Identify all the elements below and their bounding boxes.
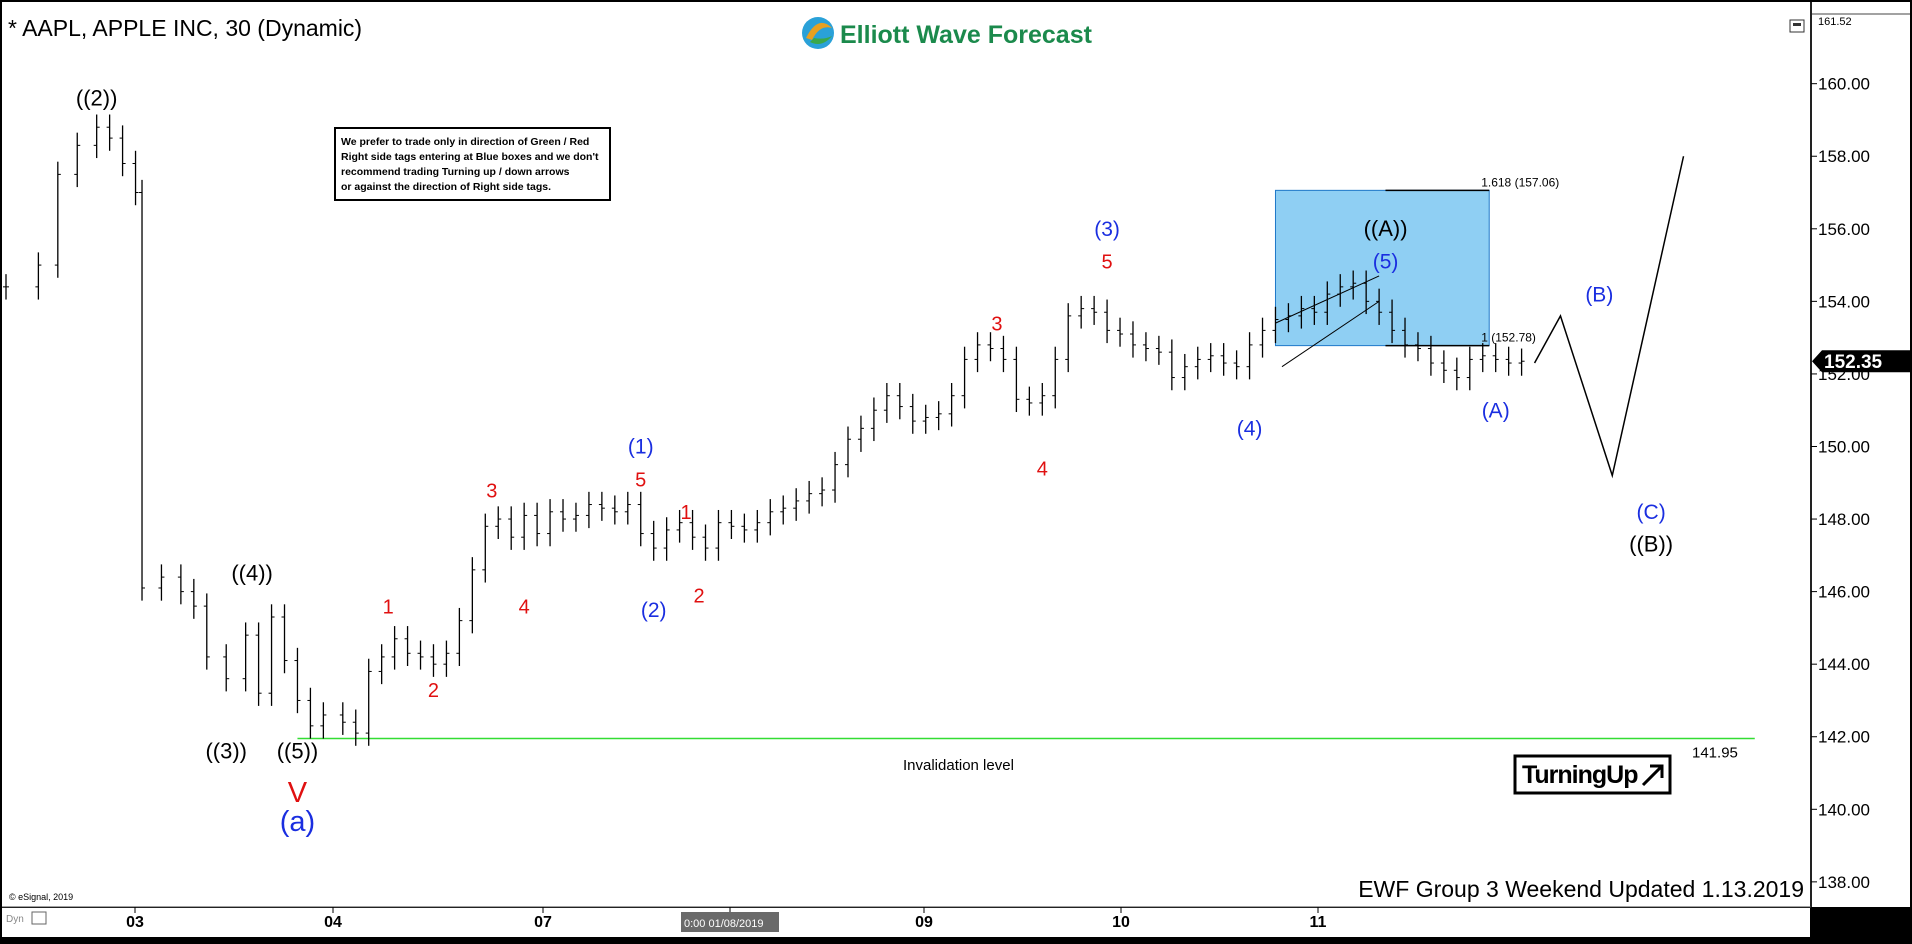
wedge-line-lower <box>1281 300 1380 368</box>
wave-label: (C) <box>1637 501 1666 524</box>
y-tick-label: 148.00 <box>1818 510 1870 529</box>
x-tick-label: 07 <box>534 914 552 931</box>
y-tick-label: 142.00 <box>1818 728 1870 747</box>
top-price-label: 161.52 <box>1818 16 1852 28</box>
wave-label: ((3)) <box>205 739 247 764</box>
wave-label: 4 <box>1037 459 1048 481</box>
symbol-title: * AAPL, APPLE INC, 30 (Dynamic) <box>8 15 362 41</box>
brand-logo-swoosh-icon <box>806 22 832 40</box>
blue-entry-box <box>1274 189 1490 347</box>
y-tick-label: 156.00 <box>1818 220 1870 239</box>
wave-label: ((4)) <box>231 561 273 586</box>
y-tick-label: 138.00 <box>1818 873 1870 892</box>
note-line-3: recommend trading Turning up / down arro… <box>341 166 570 178</box>
wave-label: 3 <box>991 313 1002 335</box>
y-tick-label: 158.00 <box>1818 147 1870 166</box>
wave-label: (3) <box>1094 218 1120 241</box>
wave-label: (4) <box>1237 418 1263 441</box>
note-line-2: Right side tags entering at Blue boxes a… <box>341 151 599 163</box>
wave-label: 5 <box>635 469 646 491</box>
last-price-label: 152.35 <box>1824 352 1883 373</box>
axis-labels-layer: 160.00158.00156.00154.00152.00150.00148.… <box>126 13 1910 931</box>
fib-box-layer: 1.618 (157.06) 1 (152.78) <box>1274 175 1559 347</box>
wave-label: (1) <box>628 436 654 459</box>
wedge-line-upper <box>1275 275 1380 324</box>
y-tick-label: 154.00 <box>1818 292 1870 311</box>
time-axis-panel <box>2 908 1810 937</box>
projection-path <box>1533 156 1685 479</box>
brand-logo-icon <box>802 17 834 49</box>
x-tick-label: 03 <box>126 914 144 931</box>
wave-label: V <box>288 777 308 809</box>
wave-label: (a) <box>280 806 315 838</box>
x-tick-label: 09 <box>915 914 933 931</box>
y-tick-label: 140.00 <box>1818 800 1870 819</box>
x-tick-label: 10 <box>1112 914 1130 931</box>
last-price-tag <box>1812 350 1910 373</box>
wave-label: 3 <box>486 480 497 502</box>
esignal-copyright: © eSignal, 2019 <box>9 892 73 902</box>
trading-note-box: We prefer to trade only in direction of … <box>334 127 611 201</box>
brand-name: Elliott Wave Forecast <box>840 21 1093 49</box>
arrow-up-right-icon <box>1641 764 1664 787</box>
x-tick-label: 11 <box>1310 914 1327 931</box>
y-tick-label: 144.00 <box>1818 655 1870 674</box>
wave-label: 1 <box>383 596 394 618</box>
wave-label: (2) <box>641 599 667 622</box>
wave-label: ((2)) <box>76 85 118 110</box>
crosshair-date-bg <box>681 912 779 932</box>
note-line-1: We prefer to trade only in direction of … <box>341 136 589 148</box>
wave-label: (A) <box>1482 399 1510 422</box>
y-tick-label: 150.00 <box>1818 437 1870 456</box>
dyn-toggle-button[interactable] <box>31 911 47 925</box>
dyn-label: Dyn <box>6 914 24 925</box>
wave-label: (5) <box>1373 251 1399 274</box>
wave-label: ((5)) <box>277 739 319 764</box>
x-tick-label: 04 <box>324 914 342 931</box>
update-note: EWF Group 3 Weekend Updated 1.13.2019 <box>1358 876 1804 902</box>
wave-label: 2 <box>693 585 704 607</box>
brand-logo-leaf-icon <box>810 36 832 44</box>
wave-labels-layer: ((2)) ((4)) ((3)) ((5)) V(a) 1 2 3 4 (1) 5 1 (2) 2 3 4 (… <box>76 85 1673 838</box>
price-bars-layer: 141.95 <box>3 114 1755 762</box>
wave-label: (B) <box>1585 283 1613 306</box>
wave-label: 4 <box>519 596 530 618</box>
note-line-4: or against the direction of Right side t… <box>341 181 551 193</box>
turning-up-signal: TurningUp <box>1513 754 1672 795</box>
wave-label: 2 <box>428 680 439 702</box>
brand-logo: Elliott Wave Forecast <box>802 17 1093 49</box>
fib-level-label: 1.618 (157.06) <box>1481 175 1559 189</box>
wave-label: 5 <box>1102 252 1113 274</box>
crosshair-date: 0:00 01/08/2019 <box>684 918 764 930</box>
wave-label: 1 <box>681 502 692 524</box>
wave-label: ((A)) <box>1364 216 1408 241</box>
y-tick-label: 160.00 <box>1818 75 1870 94</box>
plot-area <box>2 2 1810 907</box>
wave-label: ((B)) <box>1629 532 1673 557</box>
window-menu-icon <box>1793 23 1801 26</box>
invalidation-label: Invalidation level <box>903 757 1014 774</box>
turning-up-text: TurningUp <box>1522 761 1638 789</box>
invalidation-value: 141.95 <box>1692 745 1738 762</box>
fib-level-label: 1 (152.78) <box>1481 331 1536 345</box>
y-tick-label: 146.00 <box>1818 583 1870 602</box>
price-axis-panel <box>1812 2 1910 907</box>
